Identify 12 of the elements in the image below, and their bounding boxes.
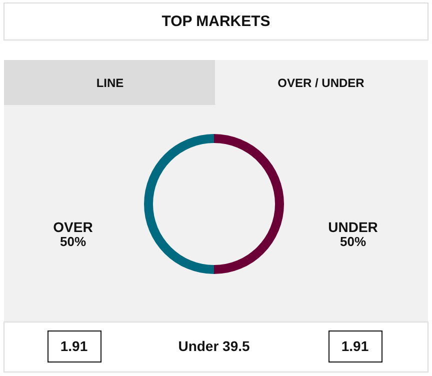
text: 1.91 (60, 338, 88, 354)
data-label: 50% (340, 234, 366, 249)
data-label: 50% (60, 234, 86, 249)
slice-label: UNDER (328, 219, 378, 235)
text: Under 39.5 (178, 338, 250, 354)
donut-slice (144, 134, 214, 274)
donut-slice (214, 134, 284, 274)
text: OVER / UNDER (278, 76, 365, 90)
text: LINE (96, 76, 124, 90)
text: 1.91 (341, 338, 369, 354)
chart-title: TOP MARKETS (162, 13, 270, 30)
slice-label: OVER (53, 219, 93, 235)
